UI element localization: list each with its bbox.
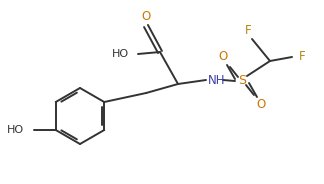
Text: O: O [141,10,151,24]
Text: S: S [238,75,246,88]
Text: O: O [256,98,266,112]
Text: HO: HO [112,49,129,59]
Text: HO: HO [6,125,24,135]
Text: F: F [245,24,251,38]
Text: NH: NH [208,75,226,88]
Text: F: F [299,50,305,63]
Text: O: O [218,50,228,63]
